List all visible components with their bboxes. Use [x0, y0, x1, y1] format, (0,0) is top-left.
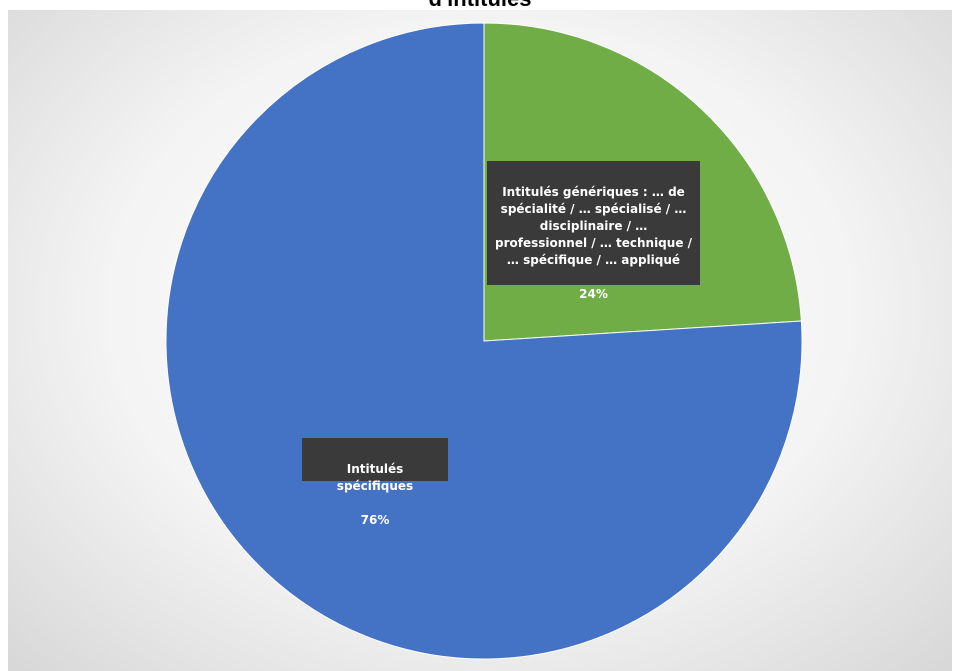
slice-label-generiques-text: Intitulés génériques : … de spécialité /…	[494, 185, 693, 267]
pie-slice-1	[165, 22, 803, 660]
slice-label-generiques: Intitulés génériques : … de spécialité /…	[487, 161, 700, 301]
chart-area: Intitulés génériques : … de spécialité /…	[8, 10, 952, 671]
pie-chart	[165, 22, 803, 660]
slice-label-specifiques-text: Intitulés spécifiques	[336, 462, 414, 493]
chart-title: d'intitulés	[0, 0, 960, 10]
chart-title-area: d'intitulés	[0, 0, 960, 10]
slice-label-specifiques-value: 76%	[360, 513, 390, 527]
slice-label-generiques-value: 24%	[579, 287, 608, 301]
slice-label-specifiques: Intitulés spécifiques 76%	[302, 438, 448, 527]
